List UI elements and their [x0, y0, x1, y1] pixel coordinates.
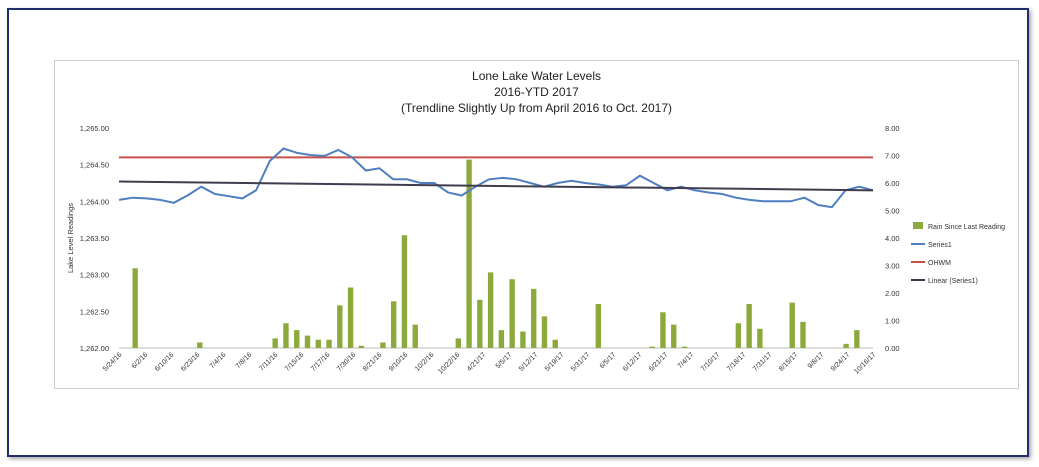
x-tick-label: 9/24/17: [830, 351, 852, 373]
x-tick-label: 7/15/16: [284, 351, 306, 373]
x-tick-label: 7/31/17: [752, 351, 774, 373]
x-tick-label: 6/12/17: [622, 351, 644, 373]
rain-bar: [401, 235, 408, 348]
rain-bar: [197, 342, 203, 348]
x-tick-label: 7/18/17: [726, 351, 748, 373]
x-tick-label: 5/19/17: [544, 351, 566, 373]
rain-bar: [681, 346, 688, 348]
rain-bar: [541, 316, 548, 348]
legend-swatch-rain: [913, 222, 923, 229]
rain-bar: [498, 330, 505, 348]
rain-bar: [854, 330, 860, 348]
x-tick-label: 10/22/16: [437, 351, 461, 375]
chart-title: Lone Lake Water Levels: [472, 69, 601, 83]
rain-bar: [283, 323, 289, 348]
rain-bar: [660, 312, 666, 348]
rain-bar: [304, 335, 311, 348]
legend-label: OHWM: [928, 260, 951, 267]
rain-bar: [358, 345, 365, 348]
rain-bar: [552, 339, 558, 348]
rain-bar: [757, 328, 763, 348]
x-tick-label: 5/12/17: [518, 351, 540, 373]
x-tick-label: 8/15/17: [778, 351, 800, 373]
chart-subtitle: 2016-YTD 2017: [494, 85, 579, 99]
chart-frame: Lone Lake Water Levels 2016-YTD 2017 (Tr…: [7, 8, 1029, 457]
y-right-tick-label: 2.00: [885, 289, 900, 298]
rain-bar: [509, 279, 515, 348]
rain-bar: [735, 323, 742, 348]
rain-bar: [477, 299, 483, 348]
x-tick-label: 7/4/17: [677, 351, 696, 370]
rain-bar: [800, 321, 806, 348]
y-left-tick-label: 1,263.50: [80, 234, 109, 243]
x-tick-label: 5/24/16: [102, 351, 124, 373]
rain-bar: [520, 331, 526, 348]
x-tick-label: 6/21/17: [648, 351, 670, 373]
y-right-tick-label: 4.00: [885, 234, 900, 243]
rain-bar: [347, 287, 354, 348]
series1-line: [118, 147, 874, 209]
x-tick-label: 5/5/17: [495, 351, 514, 370]
y-left-tick-label: 1,262.50: [80, 307, 109, 316]
rain-bar: [531, 288, 537, 348]
y-right-tick-label: 7.00: [885, 152, 900, 161]
rain-bar: [380, 342, 386, 348]
rain-bar: [326, 339, 332, 348]
x-tick-label: 4/21/17: [466, 351, 488, 373]
x-tick-label: 7/17/16: [310, 351, 332, 373]
x-tick-label: 10/16/17: [853, 351, 877, 375]
chart-subtitle-2: (Trendline Slightly Up from April 2016 t…: [400, 101, 672, 115]
x-tick-label: 7/30/16: [336, 351, 358, 373]
rain-bar: [649, 346, 655, 348]
x-tick-label: 6/10/16: [154, 351, 176, 373]
x-tick-label: 7/4/16: [209, 351, 228, 370]
rain-bar: [315, 339, 321, 348]
legend-label: Rain Since Last Reading: [928, 224, 1005, 231]
rain-bar: [746, 304, 752, 348]
x-tick-label: 6/5/17: [599, 351, 618, 370]
y-right-tick-label: 6.00: [885, 179, 900, 188]
rain-bar: [843, 343, 849, 348]
y-right-tick-label: 0.00: [885, 344, 900, 353]
y-left-tick-label: 1,265.00: [80, 124, 109, 133]
chart-area: Lone Lake Water Levels 2016-YTD 2017 (Tr…: [54, 60, 1019, 389]
y-axis-label: Lake Level Readings: [66, 203, 75, 273]
x-tick-label: 8/21/16: [362, 351, 384, 373]
legend-label: Linear (Series1): [928, 278, 978, 285]
y-right-tick-label: 3.00: [885, 262, 900, 271]
plot-svg: 1,262.00 1,262.50 1,263.00 1,263.50 1,264.00…: [66, 124, 1005, 376]
rain-bar: [487, 272, 494, 348]
trendline: [118, 180, 874, 192]
x-tick-label: 9/8/17: [807, 351, 826, 370]
rain-bar: [789, 302, 795, 348]
y-right-tick-label: 1.00: [885, 317, 900, 326]
y-left-tick-label: 1,264.00: [80, 197, 109, 206]
rain-bar: [337, 305, 343, 348]
rain-bar: [272, 338, 278, 348]
rain-bar: [412, 324, 418, 348]
x-tick-label: 6/23/16: [180, 351, 202, 373]
x-tick-label: 6/2/16: [131, 351, 150, 370]
x-tick-label: 5/31/17: [570, 351, 592, 373]
rain-bar: [455, 338, 461, 348]
y-left-tick-label: 1,262.00: [80, 344, 109, 353]
x-tick-label: 7/11/16: [258, 351, 279, 372]
x-tick-label: 7/8/16: [235, 351, 254, 370]
legend-label: Series1: [928, 242, 952, 249]
rain-bar: [595, 304, 602, 348]
rain-bar: [132, 268, 138, 348]
x-tick-label: 9/10/16: [388, 351, 410, 373]
rain-bar: [390, 301, 397, 348]
x-tick-label: 10/2/16: [414, 351, 436, 373]
rain-bar: [671, 324, 677, 348]
y-left-tick-label: 1,264.50: [80, 161, 109, 170]
y-right-tick-label: 5.00: [885, 207, 900, 216]
rain-bar: [294, 330, 300, 348]
x-tick-label: 7/10/17: [700, 351, 722, 373]
y-left-tick-label: 1,263.00: [80, 271, 109, 280]
rain-bar: [466, 159, 472, 348]
y-right-tick-label: 8.00: [885, 124, 900, 133]
